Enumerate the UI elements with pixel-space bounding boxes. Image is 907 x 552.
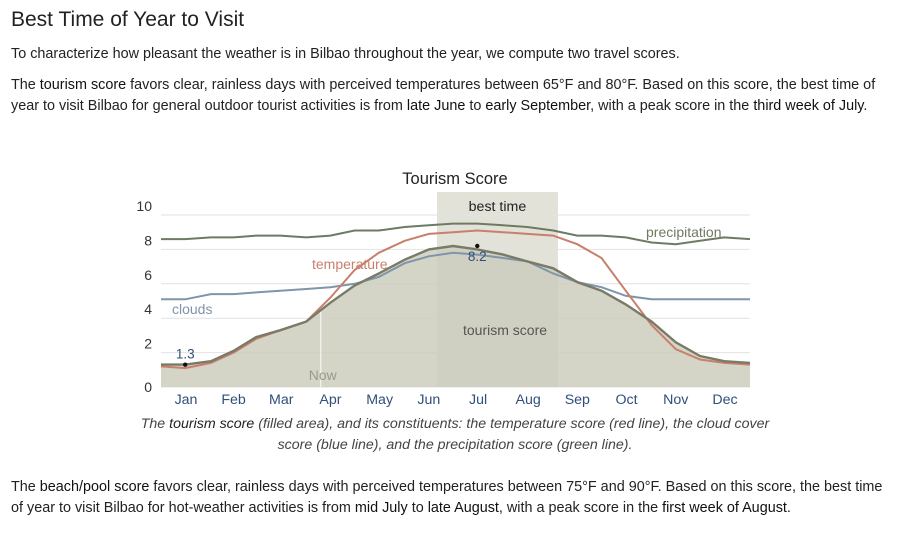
intro-paragraph: To characterize how pleasant the weather… (11, 46, 680, 62)
beach-peak-period: first week of August (662, 500, 787, 516)
x-tick-label: Apr (319, 392, 341, 408)
best-time-label: best time (469, 199, 527, 215)
chart-title: Tourism Score (402, 170, 507, 188)
end-period: early September (485, 98, 591, 114)
peak-period: third week of July (753, 98, 864, 114)
annotation-label: 1.3 (176, 347, 195, 362)
y-axis: 0 2 4 6 8 10 (136, 198, 152, 395)
x-tick-label: Jan (175, 392, 198, 408)
x-axis: Jan Feb Mar Apr May Jun Jul Aug Sep Oct Nov Dec (175, 392, 738, 408)
start-period: late June (406, 98, 466, 114)
temperature-label: temperature (312, 256, 388, 272)
x-tick-label: Aug (515, 392, 540, 408)
score-annotations: 1.3 8.2 (176, 243, 487, 367)
beach-end-period: late August (427, 500, 499, 516)
x-tick-label: Feb (221, 392, 246, 408)
beach-paragraph: The beach/pool score favors clear, rainl… (11, 479, 883, 516)
tourism-score-term: tourism score (39, 77, 127, 93)
y-tick-label: 4 (144, 301, 152, 317)
temperature-line (160, 229, 751, 370)
x-tick-label: Dec (712, 392, 737, 408)
x-tick-label: Mar (269, 392, 294, 408)
beach-start-period: mid July (354, 500, 408, 516)
section-heading: Best Time of Year to Visit (11, 8, 245, 31)
annotation-point (183, 362, 188, 367)
precipitation-label: precipitation (646, 224, 722, 240)
clouds-label: clouds (172, 301, 212, 317)
y-tick-label: 6 (144, 267, 152, 283)
x-tick-label: Jun (417, 392, 440, 408)
annotation-point (475, 243, 480, 249)
beach-score-term: beach/pool score (39, 479, 150, 495)
caption-tourism-term: tourism score (169, 416, 255, 432)
tourism-score-label: tourism score (463, 322, 547, 338)
chart-caption: The tourism score (filled area), and its… (140, 416, 770, 453)
y-tick-label: 2 (144, 336, 152, 352)
tourism-score-line (161, 244, 751, 366)
x-tick-label: Oct (616, 392, 638, 408)
y-tick-label: 10 (136, 198, 152, 214)
x-tick-label: Sep (565, 392, 590, 408)
x-tick-label: Jul (469, 392, 487, 408)
x-tick-label: May (366, 392, 394, 408)
y-tick-label: 0 (144, 379, 152, 395)
tourism-paragraph: The tourism score favors clear, rainless… (11, 77, 876, 114)
precipitation-line (161, 222, 751, 246)
tourism-score-chart: best time Tourism Score 0 2 4 6 8 10 Jan Feb Ma… (136, 170, 751, 408)
annotation-label: 8.2 (468, 249, 487, 264)
now-label: Now (309, 367, 338, 383)
y-tick-label: 8 (144, 232, 152, 248)
tourism-score-area (161, 246, 750, 387)
clouds-line (161, 251, 750, 301)
x-tick-label: Nov (663, 392, 689, 408)
